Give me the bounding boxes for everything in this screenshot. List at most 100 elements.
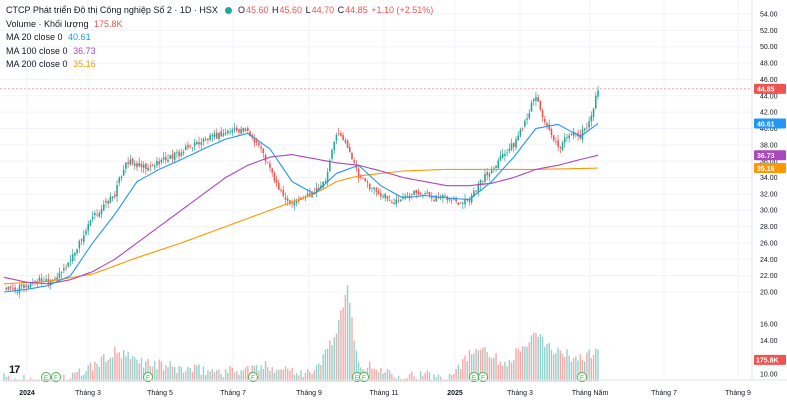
candle-body	[326, 172, 329, 182]
volume-bar	[337, 319, 340, 382]
candle-body	[566, 137, 568, 139]
volume-bar	[213, 372, 216, 382]
volume-bar	[318, 363, 320, 382]
price-tick-label: 38.00	[760, 142, 778, 149]
candle-body	[258, 142, 260, 146]
time-tick-label: Tháng 9	[296, 390, 322, 397]
volume-bar	[435, 377, 437, 382]
volume-bar	[18, 379, 21, 382]
volume-bar	[377, 372, 380, 382]
volume-tick-label: 10.00	[760, 372, 778, 379]
candle-body	[320, 185, 322, 189]
volume-bar	[136, 360, 138, 382]
volume-bar	[3, 373, 5, 382]
volume-bar	[240, 370, 242, 382]
price-tick-label: 48.00	[760, 61, 778, 68]
volume-bar	[548, 343, 550, 382]
tradingview-logo[interactable]: 17	[9, 364, 20, 376]
volume-bar	[371, 368, 373, 382]
event-marker-icon	[359, 372, 369, 382]
volume-bar	[457, 364, 460, 382]
volume-bar	[142, 367, 145, 382]
volume-bar	[557, 347, 559, 382]
volume-bar	[122, 350, 125, 382]
candle-body	[337, 133, 340, 135]
volume-bar	[515, 348, 517, 382]
ma20-legend[interactable]: MA 20 close 0 40.61	[6, 32, 91, 42]
candle-body	[329, 160, 331, 172]
candle-body	[14, 287, 16, 292]
volume-bar	[151, 366, 154, 382]
volume-bar	[439, 376, 442, 382]
candle-body	[388, 199, 391, 201]
volume-bar	[116, 353, 118, 382]
candle-body	[577, 132, 579, 137]
candle-body	[588, 121, 590, 128]
candle-body	[60, 272, 63, 273]
volume-bar	[324, 349, 327, 382]
candle-body	[140, 163, 143, 167]
volume-bar	[535, 332, 537, 382]
ma100-tag-bg	[754, 150, 786, 161]
price-tick-label: 34.00	[760, 175, 778, 182]
candle-body	[570, 134, 573, 135]
volume-bar	[417, 380, 420, 382]
volume-bar	[537, 336, 539, 382]
candle-body	[85, 230, 87, 235]
volume-bar	[16, 380, 18, 382]
candle-body	[63, 268, 65, 271]
candle-body	[138, 162, 141, 166]
candle-body	[315, 187, 318, 192]
volume-bar	[25, 380, 27, 382]
symbol-title[interactable]: CTCP Phát triển Đô thị Công nghiệp Số 2 …	[6, 5, 218, 15]
candle-body	[198, 141, 200, 145]
candle-body	[218, 132, 220, 140]
candle-body	[98, 213, 101, 217]
volume-bar	[38, 380, 41, 382]
candle-body	[89, 220, 92, 226]
volume-legend[interactable]: Volume · Khối lượng 175.8K	[6, 18, 123, 29]
ma100-legend[interactable]: MA 100 close 0 36.73	[6, 45, 96, 56]
candle-body	[111, 196, 114, 199]
volume-bar	[295, 373, 298, 382]
volume-bar	[109, 357, 112, 382]
candle-body	[23, 284, 25, 289]
volume-bar	[85, 371, 87, 382]
ohlc-values: O45.60 H45.60 L44.70 C44.85 +1.10 (+2.51…	[237, 5, 434, 15]
volume-bar	[373, 368, 375, 382]
candle-body	[184, 146, 187, 150]
ma200-legend[interactable]: MA 200 close 0 35.16	[6, 59, 96, 69]
volume-bar	[333, 337, 335, 382]
volume-bar	[298, 375, 300, 382]
candle-body	[417, 191, 420, 195]
candle-body	[209, 135, 211, 140]
volume-bar	[34, 380, 36, 382]
volume-bar	[530, 335, 533, 382]
candle-body	[71, 254, 74, 261]
volume-bar	[260, 365, 262, 382]
price-tick-label: 50.00	[760, 44, 778, 51]
volume-bar	[173, 366, 176, 382]
volume-bar	[386, 368, 389, 382]
volume-bar	[125, 356, 127, 382]
candle-body	[464, 199, 466, 205]
volume-tag: 175.8K	[756, 358, 779, 365]
candle-body	[468, 200, 471, 202]
volume-bar	[262, 368, 265, 382]
candle-body	[102, 204, 105, 211]
candle-body	[269, 163, 271, 168]
candle-body	[180, 152, 183, 156]
volume-bar	[466, 361, 468, 382]
candle-body	[544, 119, 546, 123]
volume-bar	[544, 346, 546, 382]
volume-bar	[517, 348, 519, 382]
price-tick-label: 46.00	[760, 77, 778, 84]
volume-bar	[592, 354, 595, 382]
candle-body	[133, 163, 136, 166]
candle-body	[415, 190, 418, 194]
volume-tick-label: 16.00	[760, 322, 778, 329]
candle-body	[178, 151, 180, 157]
price-tick-label: 28.00	[760, 224, 778, 231]
